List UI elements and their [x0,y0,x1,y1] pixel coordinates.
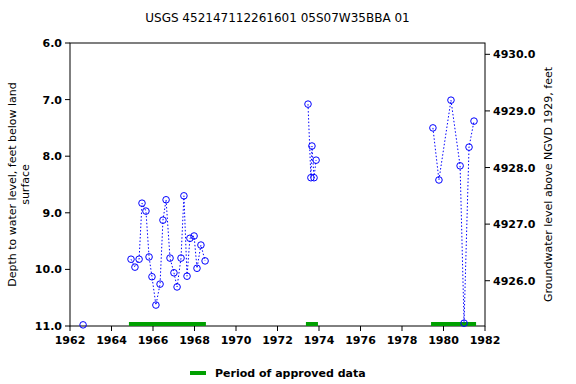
data-point [430,125,437,132]
x-tick [194,326,195,331]
y-tick-label: 11.0 [35,320,62,333]
data-point [128,256,135,263]
series-markers [80,97,478,328]
x-tick [236,326,237,331]
data-point [153,302,160,309]
y2-tick [485,54,490,55]
x-tick [70,326,71,331]
x-tick-label: 1966 [138,334,169,347]
plot-frame [70,43,485,326]
x-tick-label: 1976 [345,334,376,347]
y2-tick [485,224,490,225]
data-point [466,144,473,151]
y-tick-label: 8.0 [43,150,63,163]
y-axis-label-line: Depth to water level, feet below land [6,82,19,287]
x-tick-label: 1974 [304,334,335,347]
x-tick-label: 1962 [55,334,86,347]
chart: USGS 452147112261601 05S07W35BBA 0119621… [0,0,576,384]
y-axis-label-line: surface [19,164,32,205]
data-point [167,255,174,262]
data-point [471,118,478,125]
data-point [311,174,318,181]
data-point [202,258,209,265]
legend-swatch [190,371,206,375]
y-tick [65,269,70,270]
data-point [305,101,312,108]
legend-label: Period of approved data [215,367,366,380]
x-tick-label: 1982 [470,334,501,347]
data-point [198,242,205,249]
x-tick [485,326,486,331]
y-tick-label: 9.0 [43,207,63,220]
x-tick [360,326,361,331]
y2-tick [485,110,490,111]
data-point [143,208,150,215]
x-tick-label: 1978 [387,334,418,347]
y2-tick [485,280,490,281]
approved-period [306,322,318,326]
data-point [146,254,153,261]
x-tick [277,326,278,331]
data-point [184,273,191,280]
data-point [163,196,170,203]
data-point [194,265,201,272]
y2-tick-label: 4927.0 [493,218,536,231]
y-tick-label: 10.0 [35,263,62,276]
data-point [448,97,455,104]
x-tick [153,326,154,331]
x-tick-label: 1968 [179,334,210,347]
y-tick [65,156,70,157]
data-point [157,281,164,288]
x-tick [402,326,403,331]
data-point [136,256,143,263]
x-tick [443,326,444,331]
series-line-group [131,100,474,323]
data-point [149,273,156,280]
data-point [171,269,178,276]
y-tick-label: 6.0 [43,37,63,50]
y2-axis-label: Groundwater level above NGVD 1929, feet [542,66,555,302]
data-point [80,322,87,329]
x-tick-label: 1970 [221,334,252,347]
y-axis-label: Depth to water level, feet below landsur… [6,82,32,287]
data-point [174,284,181,291]
data-point [191,233,198,240]
data-point [457,163,464,170]
data-point [139,200,146,207]
y-tick [65,212,70,213]
y2-tick-label: 4930.0 [493,48,536,61]
x-tick-label: 1980 [428,334,459,347]
data-point [436,177,443,184]
x-tick-label: 1964 [96,334,127,347]
x-tick [319,326,320,331]
y2-tick [485,167,490,168]
data-point [160,217,167,224]
data-point [132,264,139,271]
y-tick-label: 7.0 [43,94,63,107]
x-tick [111,326,112,331]
data-point [181,193,188,200]
data-point [178,255,185,262]
y2-tick-label: 4928.0 [493,162,536,175]
y2-tick-label: 4929.0 [493,105,536,118]
periods [129,324,476,325]
approved-period [129,322,206,326]
title: USGS 452147112261601 05S07W35BBA 01 [145,11,410,25]
x-tick-label: 1972 [262,334,293,347]
y-tick [65,99,70,100]
data-point [461,320,468,327]
data-point [313,157,320,164]
y-tick [65,326,70,327]
y2-tick-label: 4926.0 [493,275,536,288]
approved-period [431,322,476,326]
y-tick [65,43,70,44]
data-point [309,143,316,150]
series-line [131,100,474,323]
